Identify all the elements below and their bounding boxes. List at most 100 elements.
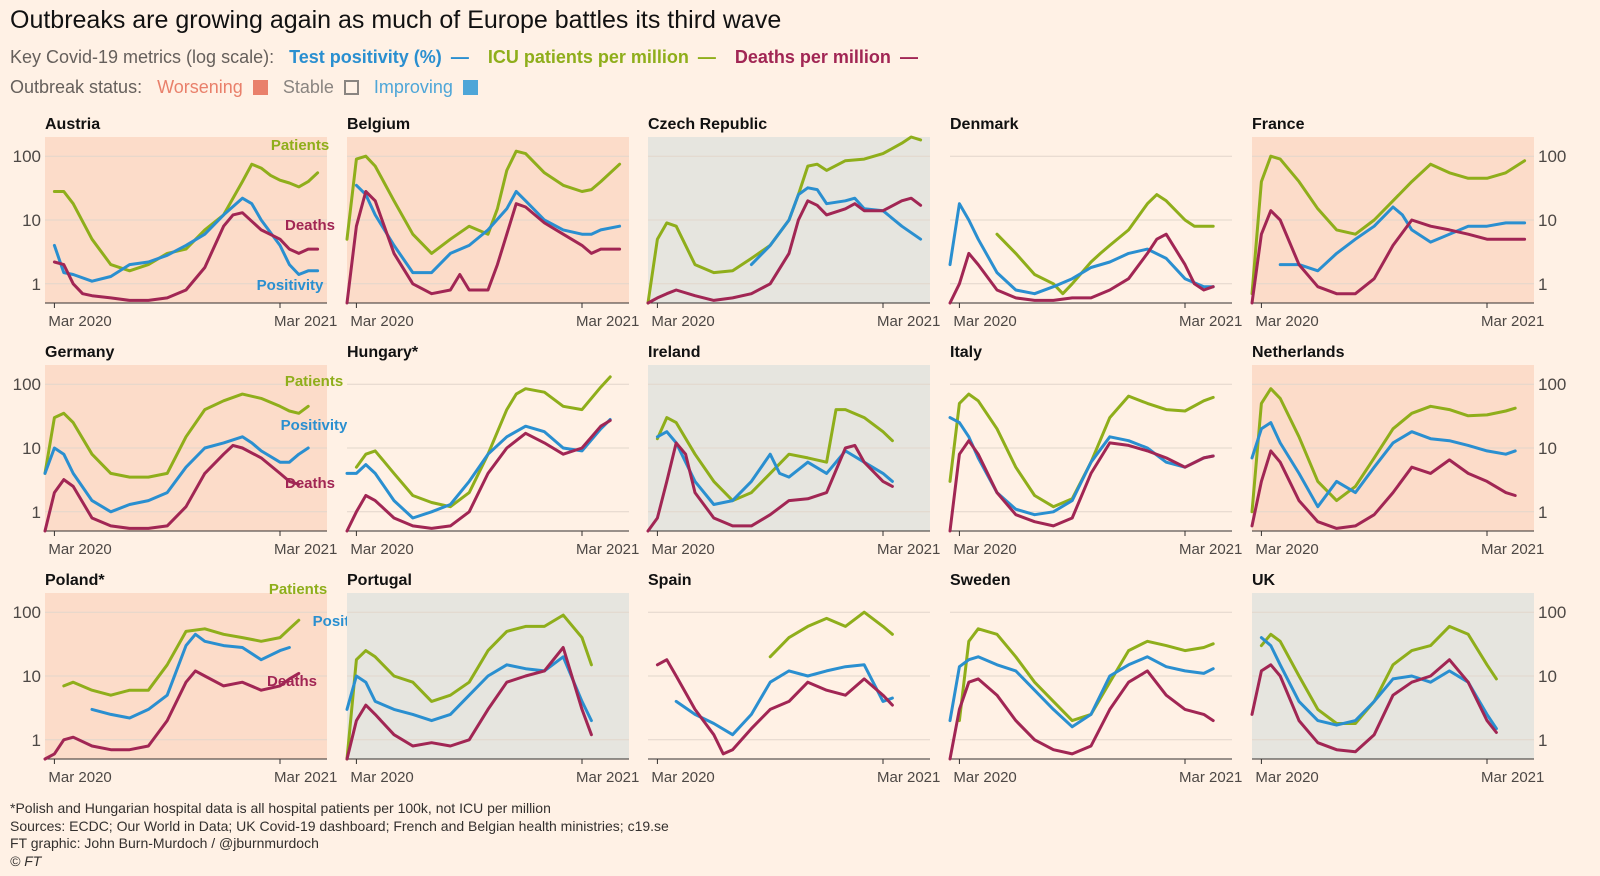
deaths-line [345, 646, 593, 761]
panel-title: Netherlands [1252, 344, 1345, 361]
deaths-line [52, 211, 320, 302]
x-tick-label: Mar 2020 [953, 313, 1016, 330]
panel-title: Italy [950, 344, 982, 361]
y-tick-label: 100 [13, 375, 41, 394]
panel-italy: Italy Mar 2020 Mar 2021 [948, 344, 1242, 558]
deaths-line [948, 439, 1215, 533]
x-tick-label: Mar 2021 [576, 313, 639, 330]
status-stable-label: Stable [282, 77, 334, 97]
panel-portugal: Portugal Mar 2020 Mar 2021 [345, 572, 639, 786]
deaths-line [1250, 449, 1517, 530]
deaths-line [345, 190, 622, 305]
panel-belgium: Belgium Mar 2020 Mar 2021 [345, 116, 639, 330]
patients-series-label: Patients [271, 137, 329, 154]
panel-uk: UK Mar 2020 Mar 2021 1 10 100 [1250, 572, 1566, 786]
x-tick-label: Mar 2021 [1179, 541, 1242, 558]
panel-netherlands: Netherlands Mar 2020 Mar 2021 1 10 100 [1250, 344, 1566, 558]
status-improving-swatch [462, 80, 478, 95]
patients-line [52, 162, 320, 273]
deaths-line [646, 441, 894, 533]
status-legend-label: Outbreak status: [10, 77, 143, 97]
x-tick-label: Mar 2021 [1481, 769, 1544, 786]
x-tick-label: Mar 2020 [651, 769, 714, 786]
panel-title: Germany [45, 344, 114, 361]
positivity-line [52, 196, 320, 283]
chart-title: Outbreaks are growing again as much of E… [10, 6, 782, 34]
panel-title: Portugal [347, 572, 412, 589]
patients-series-label: Patients [285, 373, 343, 390]
panel-title: Denmark [950, 116, 1019, 133]
y-tick-label: 100 [13, 147, 41, 166]
sources: Sources: ECDC; Our World in Data; UK Cov… [10, 817, 669, 834]
patients-line [768, 610, 894, 659]
deaths-series-label: Deaths [267, 673, 317, 690]
patients-line [1250, 387, 1517, 514]
x-tick-label: Mar 2021 [576, 541, 639, 558]
panel-title: Czech Republic [648, 116, 767, 133]
panel-title: Austria [45, 116, 100, 133]
status-worsening-label: Worsening [157, 77, 243, 97]
positivity-line [43, 435, 310, 514]
patients-line [995, 193, 1215, 296]
x-tick-label: Mar 2020 [651, 541, 714, 558]
positivity-line [674, 663, 894, 737]
metrics-legend: Key Covid-19 metrics (log scale): Test p… [10, 47, 926, 68]
positivity-line [1278, 205, 1527, 273]
panel-austria: Austria Mar 2020 Mar 2021 1 10 100 Patients Dea… [13, 116, 338, 330]
y-tick-label: 1 [32, 275, 41, 294]
x-tick-label: Mar 2020 [1255, 769, 1318, 786]
deaths-line [948, 669, 1215, 761]
panel-poland-: Poland*Mar 2020 Mar 2021110100PatientsPos… [13, 572, 380, 786]
panel-title: France [1252, 116, 1305, 133]
positivity-line [90, 632, 291, 720]
footer: *Polish and Hungarian hospital data is a… [10, 800, 669, 870]
x-tick-label: Mar 2021 [1179, 769, 1242, 786]
x-tick-label: Mar 2020 [1255, 313, 1318, 330]
positivity-line [345, 418, 612, 520]
status-stable-swatch [343, 80, 359, 95]
x-tick-label: Mar 2021 [274, 541, 337, 558]
copyright: © FT [10, 852, 42, 869]
patients-line [43, 392, 310, 479]
legend-item-positivity: Test positivity (%) — [289, 47, 469, 67]
deaths-series-label: Deaths [285, 217, 335, 234]
positivity-line [1259, 636, 1498, 731]
credit: FT graphic: John Burn-Murdoch / @jburnmu… [10, 835, 319, 851]
x-tick-label: Mar 2021 [274, 769, 337, 786]
legend-item-patients: ICU patients per million — [487, 47, 716, 67]
positivity-line [948, 655, 1215, 729]
y-tick-label: 100 [1538, 603, 1566, 622]
patients-line [655, 408, 894, 503]
x-tick-label: Mar 2021 [576, 769, 639, 786]
x-tick-label: Mar 2020 [350, 769, 413, 786]
patients-series-label: Patients [269, 581, 327, 598]
y-tick-label: 1 [32, 503, 41, 522]
y-tick-label: 10 [1538, 439, 1557, 458]
status-worsening-swatch [252, 80, 268, 95]
patients-line [62, 618, 301, 697]
deaths-line [1250, 658, 1498, 754]
patients-line [1250, 154, 1527, 296]
legend-item-deaths: Deaths per million — [734, 47, 918, 67]
y-tick-label: 10 [22, 667, 41, 686]
x-tick-label: Mar 2020 [48, 769, 111, 786]
deaths-series-label: Deaths [285, 475, 335, 492]
metrics-legend-label: Key Covid-19 metrics (log scale): [10, 47, 275, 67]
panel-czech-republic: Czech Republic Mar 2020 Mar 2021 [646, 116, 940, 330]
x-tick-label: Mar 2021 [274, 313, 337, 330]
panel-hungary-: Hungary* Mar 2020 Mar 2021 [345, 344, 639, 558]
patients-line [345, 613, 593, 761]
positivity-line [948, 202, 1215, 296]
deaths-line [646, 196, 923, 305]
x-tick-label: Mar 2020 [48, 313, 111, 330]
x-tick-label: Mar 2021 [877, 541, 940, 558]
panel-germany: Germany Mar 2020 Mar 2021 1 10 100 Patients Pos… [13, 344, 348, 558]
panel-france: France Mar 2020 Mar 2021 1 10 100 [1250, 116, 1566, 330]
panel-denmark: Denmark Mar 2020 Mar 2021 [948, 116, 1242, 330]
deaths-line [655, 658, 894, 756]
panel-title: Hungary* [347, 344, 419, 361]
y-tick-label: 10 [22, 439, 41, 458]
positivity-series-label: Positivity [281, 417, 348, 434]
x-tick-label: Mar 2021 [1481, 541, 1544, 558]
